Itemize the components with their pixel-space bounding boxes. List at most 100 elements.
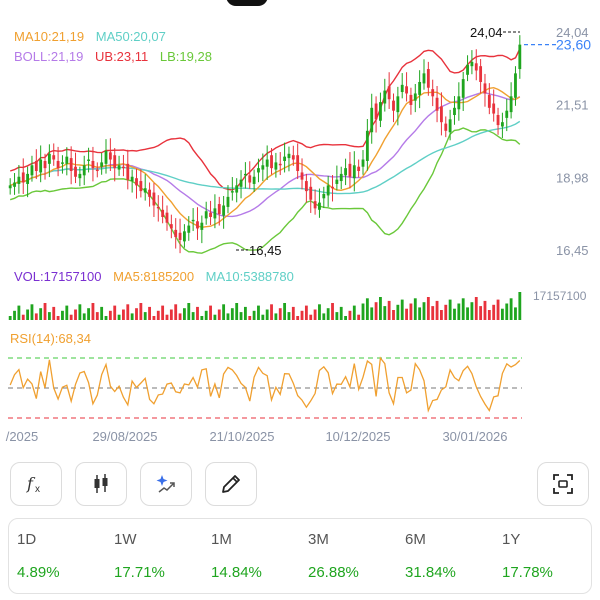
fullscreen-button[interactable] xyxy=(537,462,589,506)
volume-bar xyxy=(204,310,208,320)
candle-body xyxy=(352,165,356,179)
performance-panel: 1D 4.89% 1W 17.71% 1M 14.84% 3M 26.88% 6… xyxy=(8,518,592,594)
indicator-lines xyxy=(9,48,521,254)
volume-bar xyxy=(387,300,391,320)
candle-body xyxy=(265,159,269,167)
candle-body xyxy=(213,208,217,219)
candle-body xyxy=(130,176,134,182)
perf-label: 3M xyxy=(308,531,329,548)
volume-bar xyxy=(431,306,435,320)
candle-body xyxy=(270,155,273,169)
volume-bar xyxy=(278,308,282,320)
volume-bar xyxy=(191,312,195,320)
svg-text:f: f xyxy=(26,474,36,493)
volume-bar xyxy=(479,306,483,320)
volume-bar xyxy=(500,308,504,320)
perf-6m[interactable]: 6M 31.84% xyxy=(397,519,494,595)
volume-bar xyxy=(361,303,365,320)
candle-body xyxy=(61,162,64,164)
volume-bar xyxy=(509,298,513,320)
volume-bar xyxy=(448,299,452,320)
indicator-button[interactable]: f x xyxy=(10,462,62,506)
volume-bar xyxy=(383,306,387,320)
candle-body xyxy=(479,66,483,82)
volume-bar xyxy=(400,299,404,320)
candle-body xyxy=(405,86,408,94)
volume-bar xyxy=(161,305,165,320)
volume-bar xyxy=(505,303,509,320)
volume-bar xyxy=(174,304,178,320)
svg-text:x: x xyxy=(35,484,40,495)
candle-body xyxy=(396,96,400,113)
candle-body xyxy=(374,103,378,120)
volume-bar xyxy=(322,313,326,320)
candle-body xyxy=(169,224,173,229)
ma50-legend: MA50:20,07 xyxy=(95,29,166,44)
candle-body xyxy=(409,94,413,105)
volume-bar xyxy=(126,304,130,320)
volume-bar xyxy=(143,312,147,320)
volume-bar xyxy=(243,306,247,320)
candle-body xyxy=(348,163,352,177)
volume-bar xyxy=(370,307,374,320)
chart-type-button[interactable] xyxy=(75,462,127,506)
volume-bar xyxy=(65,305,69,320)
perf-label: 1D xyxy=(17,531,37,548)
candle-body xyxy=(422,73,426,84)
perf-value: 26.88% xyxy=(308,564,359,581)
perf-1y[interactable]: 1Y 17.78% xyxy=(494,519,591,595)
volume-bar xyxy=(435,300,439,320)
candle-body xyxy=(413,93,417,101)
ai-analysis-button[interactable] xyxy=(140,462,192,506)
top-handle xyxy=(226,0,268,6)
volume-bar xyxy=(235,303,239,320)
draw-button[interactable] xyxy=(205,462,257,506)
candle-body xyxy=(178,232,182,240)
rsi-legend-text: RSI(14):68,34 xyxy=(10,331,91,346)
candle-body xyxy=(487,94,491,108)
volume-bar xyxy=(518,292,522,320)
candle-body xyxy=(326,185,330,196)
candle-body xyxy=(187,225,191,233)
candle-body xyxy=(143,188,147,193)
bollinger-lower-line xyxy=(9,127,521,254)
perf-3m[interactable]: 3M 26.88% xyxy=(300,519,397,595)
x-tick-label: 30/01/2026 xyxy=(442,429,507,444)
perf-label: 6M xyxy=(405,531,426,548)
volume-bar xyxy=(413,298,417,320)
volume-bar xyxy=(122,309,125,320)
candle-body xyxy=(113,155,117,169)
perf-1m[interactable]: 1M 14.84% xyxy=(203,519,300,595)
candle-body xyxy=(278,163,282,166)
candle-body xyxy=(174,229,178,238)
vol-ma5-legend: MA5:8185200 xyxy=(113,269,195,284)
volume-bar xyxy=(487,310,491,320)
candle-body xyxy=(43,160,47,169)
candle-body xyxy=(222,205,226,216)
candle-body xyxy=(283,156,287,161)
candle-body xyxy=(139,181,143,192)
perf-1w[interactable]: 1W 17.71% xyxy=(106,519,203,595)
perf-1d[interactable]: 1D 4.89% xyxy=(9,519,106,595)
volume-bar xyxy=(13,310,16,320)
volume-bar xyxy=(100,306,104,320)
candle-body xyxy=(426,69,430,88)
volume-bar xyxy=(230,308,234,320)
volume-bar xyxy=(470,302,474,320)
volume-bar xyxy=(296,316,300,320)
rsi-panel xyxy=(8,356,522,419)
candle-body xyxy=(344,168,348,176)
candle-body xyxy=(13,182,16,187)
perf-value: 4.89% xyxy=(17,564,60,581)
candle-body xyxy=(104,150,108,164)
price-chart[interactable]: 24,0421,5118,9816,4523,6024,0416,4517157… xyxy=(0,0,600,460)
volume-bar xyxy=(78,304,82,320)
candle-body xyxy=(126,163,130,180)
volume-bar xyxy=(56,316,60,320)
candle-body xyxy=(296,155,300,172)
candle-body xyxy=(182,231,186,242)
candle-body xyxy=(156,206,160,209)
candle-body xyxy=(274,162,278,170)
volume-bar xyxy=(496,299,500,320)
volume-bar xyxy=(348,310,352,320)
